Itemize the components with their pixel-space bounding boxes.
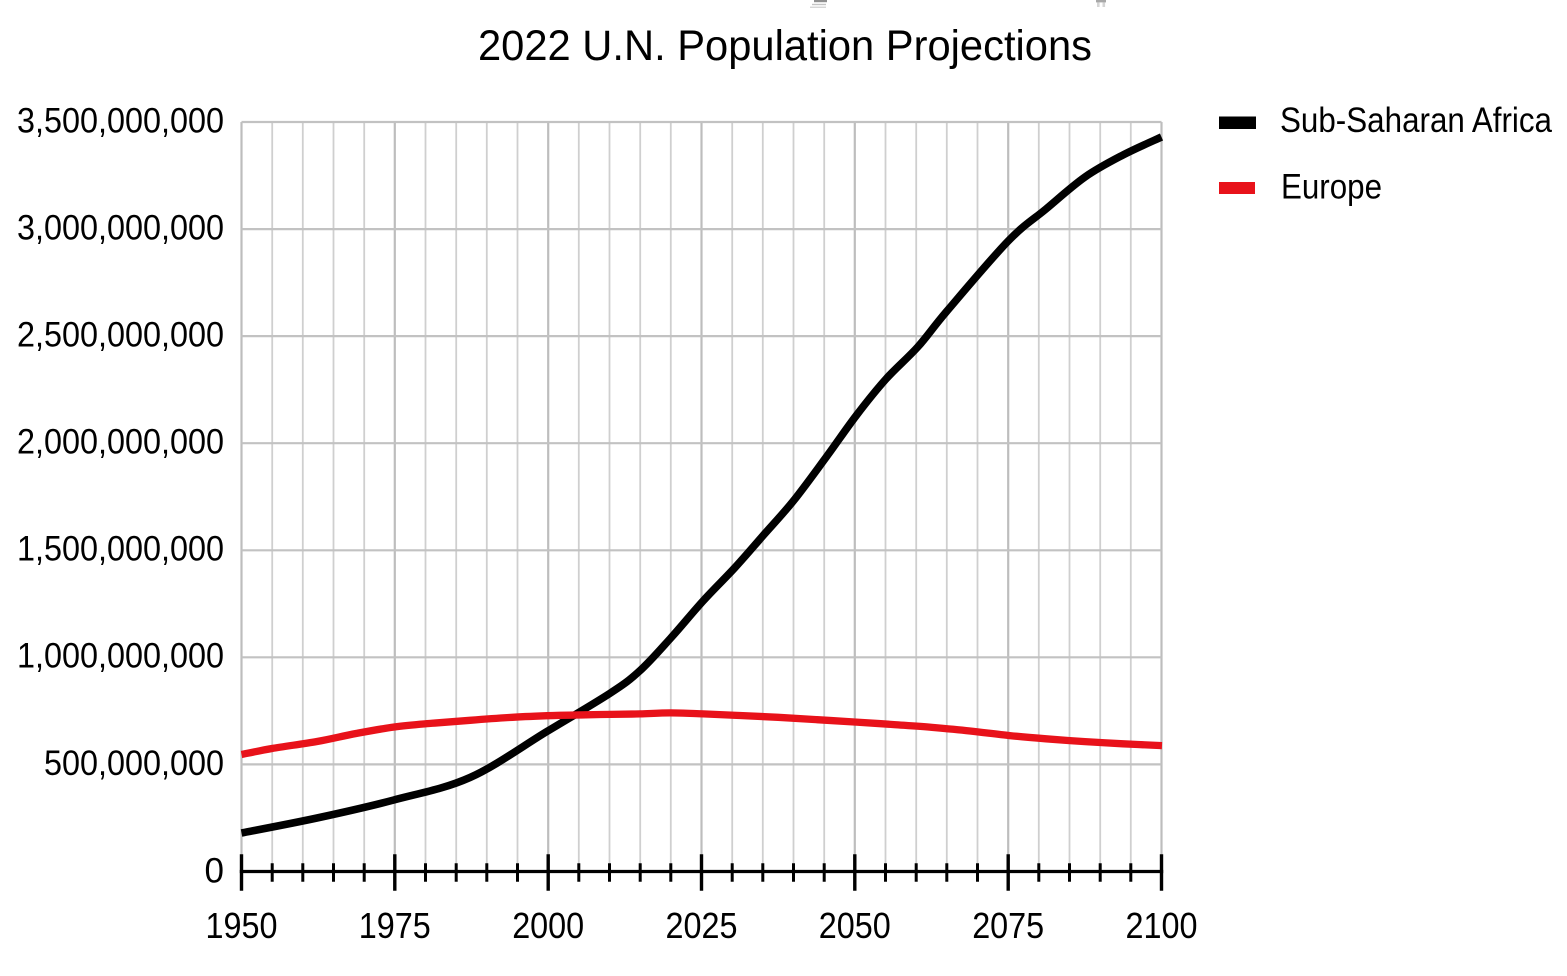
svg-text:2100: 2100 [1126, 905, 1198, 946]
svg-text:3,000,000,000: 3,000,000,000 [17, 209, 224, 248]
svg-text:2050: 2050 [819, 905, 891, 946]
svg-text:2,000,000,000: 2,000,000,000 [17, 423, 224, 462]
svg-text:0: 0 [205, 852, 224, 891]
svg-text:2022 U.N. Population Projectio: 2022 U.N. Population Projections [478, 23, 1092, 70]
svg-text:2,500,000,000: 2,500,000,000 [17, 316, 224, 355]
svg-text:2000: 2000 [512, 905, 584, 946]
svg-text:3,500,000,000: 3,500,000,000 [17, 101, 224, 140]
svg-text:1,000,000,000: 1,000,000,000 [17, 637, 224, 676]
svg-text:500,000,000: 500,000,000 [44, 744, 224, 783]
svg-text:2075: 2075 [972, 905, 1044, 946]
svg-text:2025: 2025 [666, 905, 738, 946]
svg-text:1975: 1975 [359, 905, 431, 946]
svg-text:Europe: Europe [1281, 168, 1382, 207]
svg-text:1,500,000,000: 1,500,000,000 [17, 530, 224, 569]
svg-text:1950: 1950 [206, 905, 278, 946]
svg-text:Sub-Saharan Africa: Sub-Saharan Africa [1280, 101, 1552, 140]
